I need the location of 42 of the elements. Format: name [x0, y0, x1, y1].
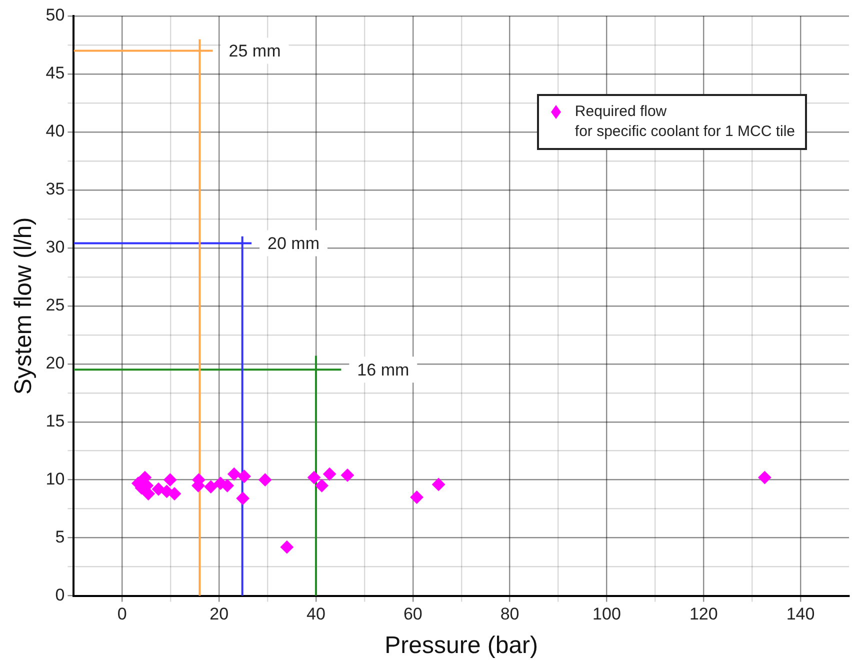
point: [152, 482, 166, 496]
point: [204, 480, 218, 494]
x-tick-label: 20: [210, 604, 229, 624]
x-tick-label: 40: [306, 604, 326, 624]
y-tick-label: 45: [46, 64, 65, 83]
y-tick-label: 50: [46, 6, 65, 25]
x-tick-label: 100: [592, 604, 621, 624]
y-tick-label: 40: [46, 122, 65, 141]
point: [238, 470, 251, 483]
y-tick-label: 10: [46, 470, 65, 489]
point: [236, 492, 250, 505]
series-label: 20 mm: [268, 234, 320, 253]
point: [220, 479, 234, 492]
series-label: 16 mm: [357, 360, 410, 380]
x-tick-label: 60: [403, 604, 422, 624]
y-tick-label: 0: [55, 585, 65, 604]
x-tick-label: 0: [117, 604, 127, 624]
x-axis-title: Pressure (bar): [384, 632, 538, 660]
point: [168, 487, 181, 500]
x-tick-label: 120: [689, 604, 718, 624]
x-tick-label: 140: [786, 604, 815, 624]
y-tick-label: 20: [46, 354, 65, 373]
point: [758, 471, 772, 484]
point: [410, 490, 424, 504]
point: [315, 479, 328, 492]
y-tick-label: 25: [46, 296, 65, 315]
point: [164, 473, 177, 486]
y-tick-label: 5: [55, 528, 65, 547]
point: [308, 471, 321, 484]
point: [228, 468, 241, 481]
point: [432, 478, 446, 491]
y-axis-title: System flow (l/h): [10, 217, 38, 395]
y-tick-label: 30: [46, 238, 65, 257]
series-label: 25 mm: [228, 41, 281, 60]
x-tick-label: 80: [500, 604, 520, 624]
point: [280, 540, 294, 554]
point: [323, 468, 336, 481]
point: [258, 473, 272, 486]
point: [340, 468, 354, 482]
y-tick-label: 35: [46, 180, 65, 199]
legend-label: Required flow for specific coolant for 1 MCC tile: [574, 102, 795, 142]
y-tick-label: 15: [46, 412, 65, 431]
